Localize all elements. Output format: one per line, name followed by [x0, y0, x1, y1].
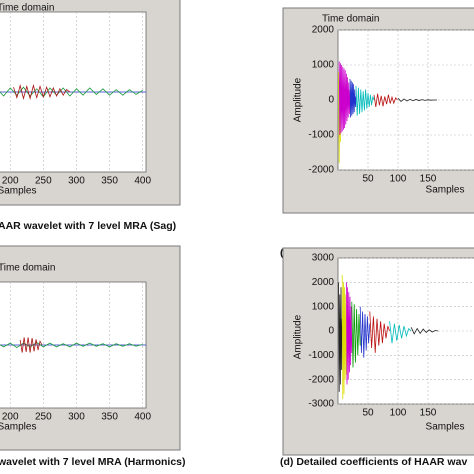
- signal-line: [369, 311, 390, 353]
- signal-line: [338, 61, 351, 136]
- x-axis-label: Samples: [0, 422, 36, 433]
- window-title: Time domain: [0, 263, 55, 274]
- y-tick-label: 0: [328, 326, 334, 337]
- signal-line: [351, 301, 361, 368]
- signal-line: [341, 275, 347, 400]
- x-tick-label: 300: [68, 176, 85, 187]
- signal-line: [359, 306, 371, 358]
- x-tick-label: 150: [420, 408, 437, 419]
- signal-line: [19, 337, 43, 353]
- y-tick-label: 2000: [312, 25, 335, 36]
- plot-lines: [0, 84, 146, 100]
- signal-line: [397, 97, 437, 102]
- figure-caption: AAR wavelet with 7 level MRA (Sag): [0, 220, 176, 232]
- y-axis-label: Amplitude: [293, 314, 304, 359]
- figure-caption: wavelet with 7 level MRA (Harmonics): [0, 456, 186, 468]
- x-tick-label: 200: [2, 412, 19, 423]
- x-tick-label: 350: [101, 412, 118, 423]
- y-tick-label: 3000: [312, 253, 335, 264]
- window-title: Time domain: [322, 14, 379, 25]
- x-tick-label: 400: [134, 176, 151, 187]
- y-tick-label: -1000: [308, 130, 334, 141]
- y-tick-label: 2000: [312, 277, 335, 288]
- y-tick-label: -2000: [308, 374, 334, 385]
- y-tick-label: 0: [328, 95, 334, 106]
- x-tick-label: 100: [390, 408, 407, 419]
- x-tick-label: 350: [101, 176, 118, 187]
- y-axis-label: Amplitude: [293, 77, 304, 122]
- x-tick-label: 400: [134, 412, 151, 423]
- x-axis-label: Samples: [0, 186, 36, 197]
- figure-caption: (d) Detailed coefficients of HAAR wav: [280, 456, 467, 468]
- signal-line: [346, 282, 353, 385]
- window-title: Time domain: [0, 3, 54, 14]
- plot-lines: [338, 275, 439, 400]
- signal-line: [338, 282, 343, 392]
- signal-line: [410, 327, 439, 335]
- x-tick-label: 250: [35, 176, 52, 187]
- x-tick-label: 200: [2, 176, 19, 187]
- signal-line: [355, 85, 375, 116]
- x-tick-label: 50: [362, 408, 374, 419]
- plot-lines: [338, 61, 437, 164]
- x-tick-label: 150: [420, 174, 437, 185]
- x-tick-label: 50: [362, 174, 374, 185]
- x-axis-label: Samples: [426, 185, 465, 196]
- signal-line: [373, 93, 398, 108]
- x-tick-label: 100: [390, 174, 407, 185]
- signal-line: [13, 84, 71, 100]
- y-tick-label: -1000: [308, 350, 334, 361]
- y-tick-label: -2000: [308, 165, 334, 176]
- y-tick-label: -3000: [308, 399, 334, 410]
- signal-line: [349, 78, 357, 118]
- signal-line: [389, 321, 412, 344]
- y-tick-label: 1000: [312, 60, 335, 71]
- x-tick-label: 250: [35, 412, 52, 423]
- x-axis-label: Samples: [426, 422, 465, 433]
- y-tick-label: 1000: [312, 301, 335, 312]
- x-tick-label: 300: [68, 412, 85, 423]
- plot-lines: [0, 337, 146, 353]
